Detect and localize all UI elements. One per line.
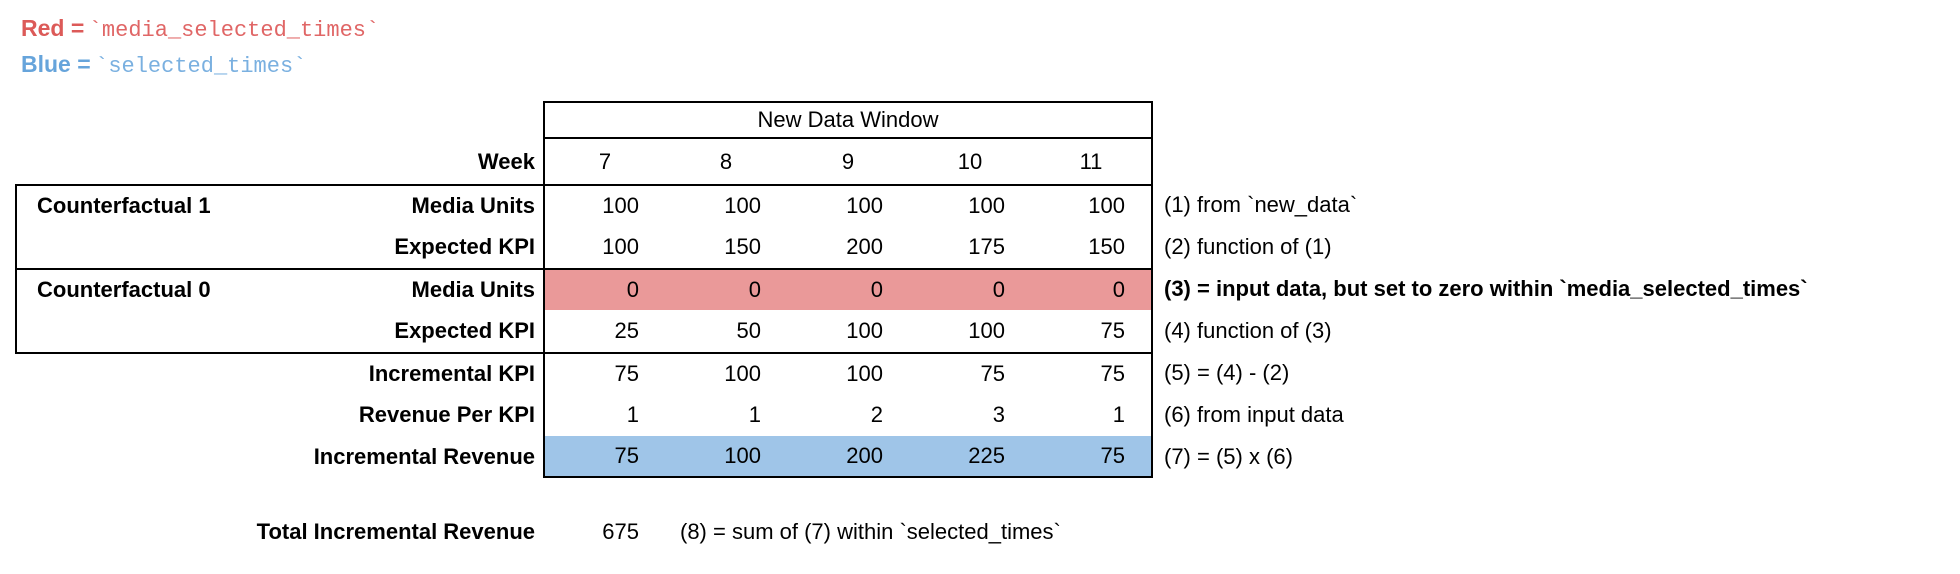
legend-blue-line: Blue = `selected_times` [21, 51, 306, 79]
week-header: 10 [957, 148, 983, 174]
row-label: Expected KPI [394, 318, 535, 343]
value-cell: 3 [992, 402, 1005, 427]
week-header: 8 [719, 148, 733, 174]
value-cell: 25 [543, 310, 665, 352]
new-data-window-header: New Data Window [543, 101, 1153, 139]
table-row: Counterfactual 1 Media Units 100 100 100 … [15, 184, 1943, 226]
week-row: Week 7 8 9 10 11 [15, 139, 1943, 184]
value-cell: 100 [909, 184, 1031, 226]
legend-red-line: Red = `media_selected_times` [21, 15, 379, 43]
value-cell: 150 [1031, 226, 1153, 268]
value-cell: 1 [543, 394, 665, 436]
header-annotation-spacer [1153, 101, 1943, 139]
group-label: Counterfactual 0 [37, 277, 211, 302]
value-cell: 150 [724, 234, 761, 259]
value-cell: 0 [543, 268, 665, 310]
value-cell: 75 [1031, 352, 1153, 394]
value-cell: 100 [846, 318, 883, 343]
value-cell: 100 [787, 352, 909, 394]
row-annotation: (1) from `new_data` [1164, 192, 1358, 217]
table-header-row: New Data Window [15, 101, 1943, 139]
value-cell: 200 [846, 234, 883, 259]
value-cell: 100 [665, 436, 787, 478]
week-header: 7 [543, 139, 665, 184]
row-label: Media Units [411, 193, 535, 218]
counterfactual-table: New Data Window Week 7 8 9 10 11 Counter… [15, 101, 1943, 478]
value-cell: 100 [665, 184, 787, 226]
row-label: Incremental Revenue [313, 444, 535, 469]
legend-red-label: Red = [21, 15, 85, 41]
row-label: Expected KPI [394, 234, 535, 259]
value-cell: 200 [787, 436, 909, 478]
value-cell: 100 [787, 184, 909, 226]
table-row: Incremental KPI 75 100 100 75 75 (5) = (… [15, 352, 1943, 394]
group-label: Counterfactual 1 [37, 193, 211, 218]
value-cell: 0 [909, 268, 1031, 310]
total-row: Total Incremental Revenue 675 (8) = sum … [15, 518, 1943, 546]
week-label: Week [477, 148, 535, 174]
table-row: Expected KPI 100 150 200 175 150 (2) fun… [15, 226, 1943, 268]
value-cell: 0 [1031, 268, 1153, 310]
value-cell: 100 [968, 318, 1005, 343]
value-cell: 1 [748, 402, 761, 427]
row-annotation: (5) = (4) - (2) [1164, 360, 1290, 385]
table-row: Revenue Per KPI 1 1 2 3 1 (6) from input… [15, 394, 1943, 436]
value-cell: 75 [543, 436, 665, 478]
value-cell: 75 [909, 352, 1031, 394]
total-label: Total Incremental Revenue [256, 519, 535, 544]
table-row-highlight-blue: Incremental Revenue 75 100 200 225 75 (7… [15, 436, 1943, 478]
row-label: Incremental KPI [368, 361, 535, 386]
value-cell: 75 [1031, 436, 1153, 478]
table-row: Expected KPI 25 50 100 100 75 (4) functi… [15, 310, 1943, 352]
total-annotation: (8) = sum of (7) within `selected_times` [680, 519, 1061, 544]
value-cell: 175 [968, 234, 1005, 259]
row-annotation: (4) function of (3) [1164, 318, 1332, 343]
value-cell: 50 [736, 318, 761, 343]
value-cell: 75 [543, 352, 665, 394]
header-spacer [15, 101, 543, 139]
row-annotation: (3) = input data, but set to zero within… [1164, 276, 1808, 301]
table-row-highlight-red: Counterfactual 0 Media Units 0 0 0 0 0 (3… [15, 268, 1943, 310]
row-label: Media Units [411, 277, 535, 302]
value-cell: 75 [1031, 310, 1153, 352]
row-annotation: (2) function of (1) [1164, 234, 1332, 259]
value-cell: 100 [665, 352, 787, 394]
value-cell: 0 [787, 268, 909, 310]
total-value: 675 [602, 519, 639, 544]
row-label: Revenue Per KPI [358, 402, 535, 427]
value-cell: 100 [1031, 184, 1153, 226]
value-cell: 2 [870, 402, 883, 427]
value-cell: 100 [543, 184, 665, 226]
row-annotation: (6) from input data [1164, 402, 1344, 427]
value-cell: 1 [1031, 394, 1153, 436]
value-cell: 0 [665, 268, 787, 310]
week-header: 11 [1031, 139, 1153, 184]
legend-blue-label: Blue = [21, 51, 91, 77]
value-cell: 100 [543, 226, 665, 268]
legend-blue-code: `selected_times` [95, 54, 307, 79]
row-annotation: (7) = (5) x (6) [1164, 444, 1293, 469]
legend-red-code: `media_selected_times` [88, 18, 380, 43]
value-cell: 225 [909, 436, 1031, 478]
week-header: 9 [841, 148, 855, 174]
